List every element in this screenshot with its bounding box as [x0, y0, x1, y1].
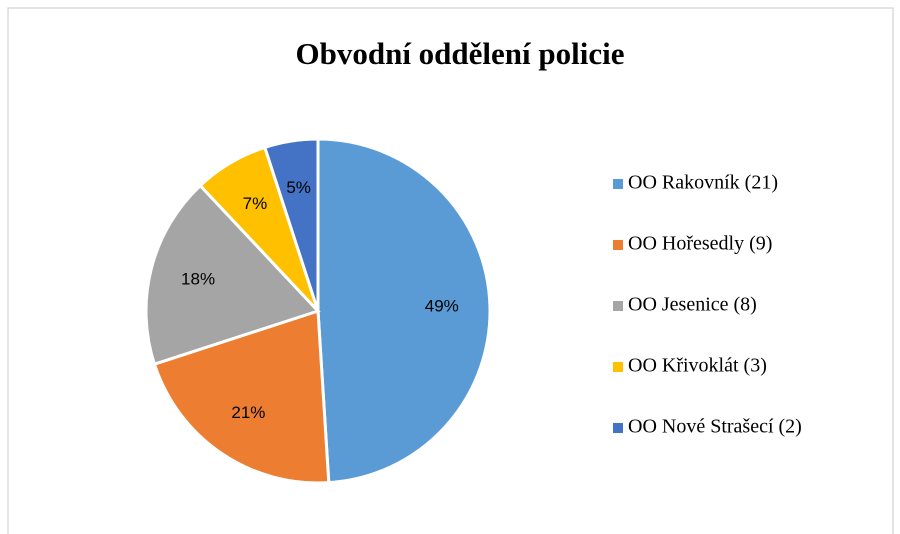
data-label: 49% [425, 297, 459, 316]
legend-label: OO Rakovník (21) [628, 172, 778, 194]
legend-swatch [613, 179, 623, 189]
pie-slice [262, 137, 320, 312]
legend-swatch [613, 423, 623, 433]
pie-slice [144, 183, 321, 367]
legend-swatch [613, 301, 623, 311]
data-label: 5% [286, 178, 311, 197]
data-label: 18% [181, 270, 215, 289]
legend-label: OO Jesenice (8) [628, 294, 757, 316]
chart-title: Obvodní oddělení policie [295, 36, 624, 71]
legend-label: OO Křivoklát (3) [628, 355, 767, 377]
legend-swatch [613, 240, 623, 250]
legend-label: OO Nové Strašecí (2) [628, 416, 802, 438]
data-label: 7% [243, 194, 268, 213]
data-label: 21% [231, 403, 265, 422]
pie-slice [316, 137, 492, 485]
pie-slice [152, 308, 331, 485]
legend-label: OO Hořesedly (9) [628, 233, 772, 255]
legend-swatch [613, 362, 623, 372]
